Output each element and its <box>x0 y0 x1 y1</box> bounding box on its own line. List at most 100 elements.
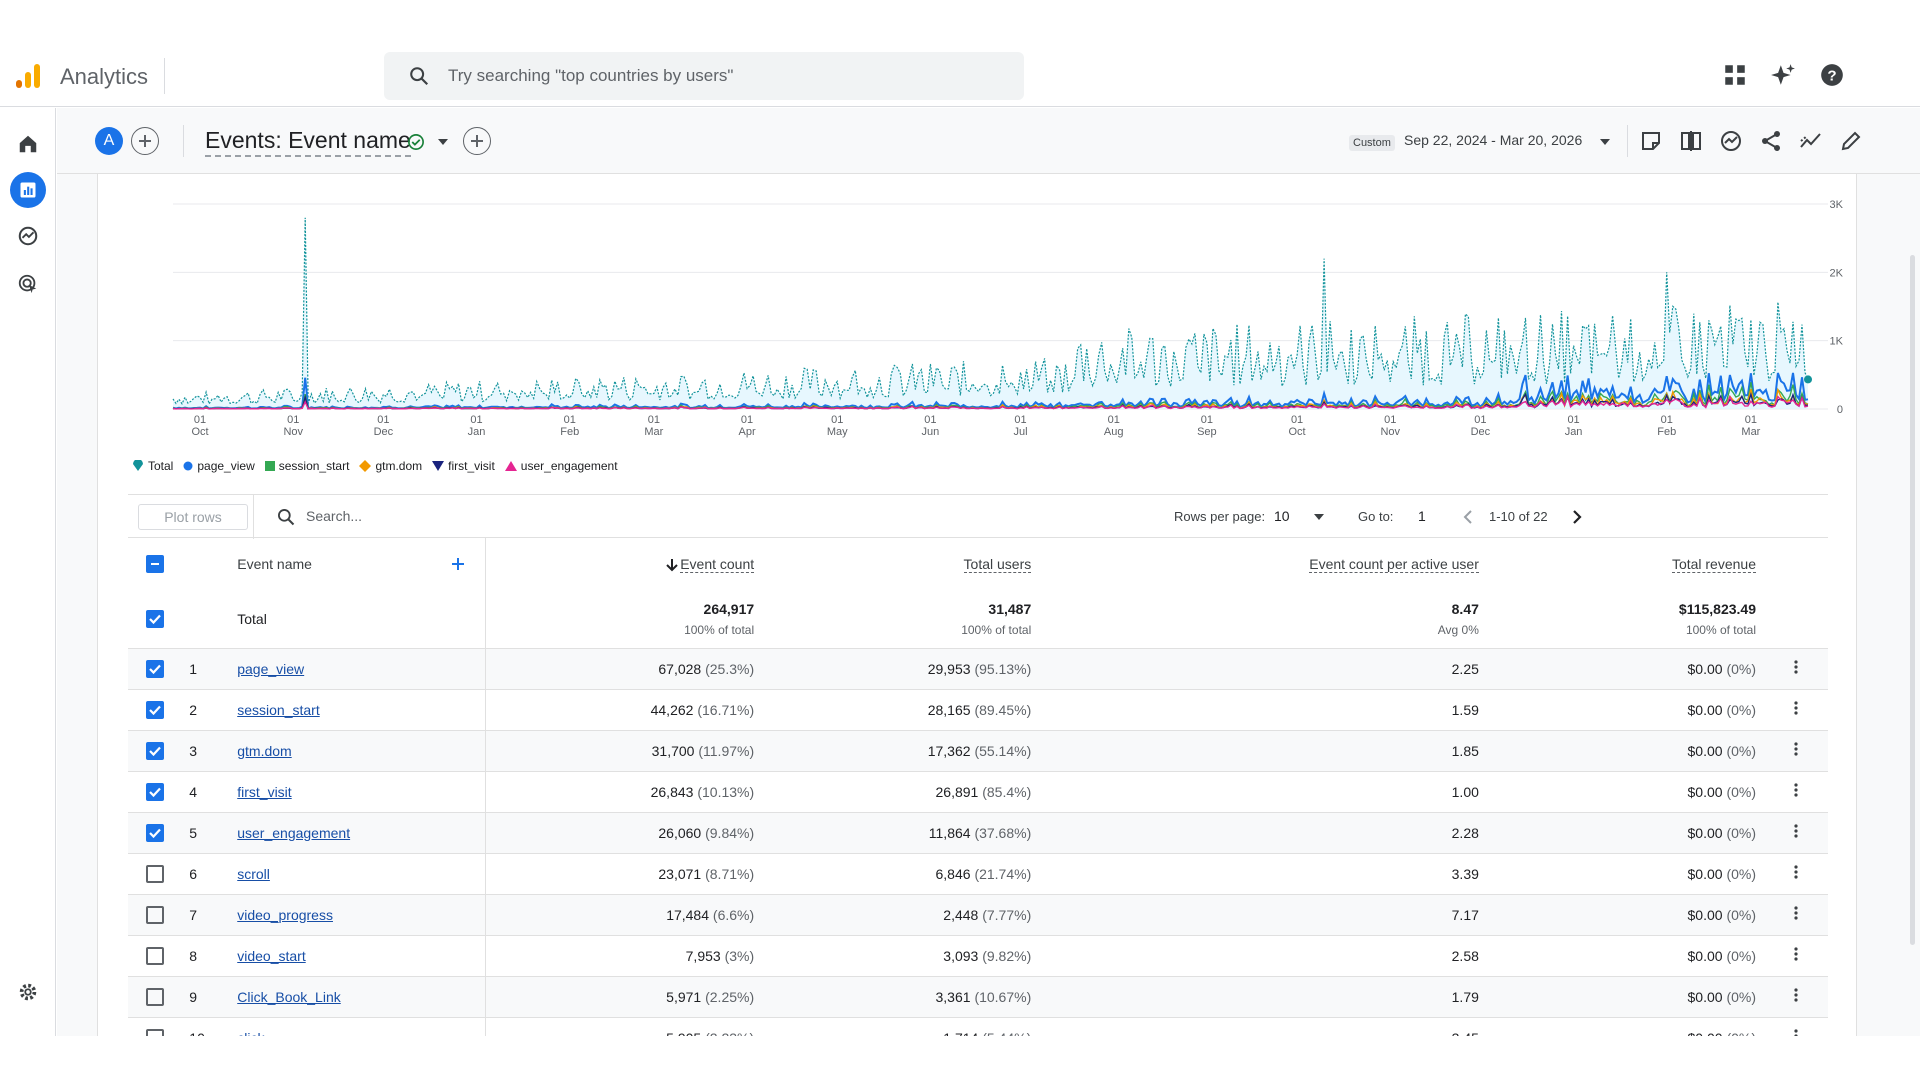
row-checkbox[interactable] <box>145 741 164 760</box>
check-circle-icon[interactable] <box>407 133 425 151</box>
row-number: 7 <box>181 894 230 936</box>
more-vert-icon[interactable] <box>1794 660 1798 674</box>
customize-report-icon[interactable] <box>1639 129 1663 153</box>
dropdown-caret-icon[interactable] <box>438 138 448 146</box>
apps-grid-icon[interactable] <box>1722 62 1748 88</box>
table-search-input[interactable]: Search... <box>306 508 363 524</box>
share-icon[interactable] <box>1759 129 1783 153</box>
row-number: 4 <box>181 771 230 813</box>
total-users-header[interactable]: Total users <box>762 538 1039 590</box>
table-row[interactable]: 8 video_start 7,953 (3%) 3,093 (9.82%) 2.58 $… <box>128 935 1828 977</box>
table-row[interactable]: 3 gtm.dom 31,700 (11.97%) 17,362 (55.14%) 1.… <box>128 730 1828 772</box>
select-all-checkbox[interactable] <box>145 555 164 574</box>
plot-rows-button[interactable]: Plot rows <box>138 504 248 530</box>
revenue-header[interactable]: Total revenue <box>1487 538 1764 590</box>
row-checkbox[interactable] <box>145 864 164 883</box>
x-tick-month: Jul <box>1014 426 1028 438</box>
event-name-link[interactable]: scroll <box>237 865 270 882</box>
insights-icon[interactable] <box>1719 129 1743 153</box>
nav-advertising[interactable] <box>12 268 44 300</box>
page-scrollbar[interactable] <box>1910 255 1915 945</box>
row-checkbox[interactable] <box>145 987 164 1006</box>
event-name-link[interactable]: video_start <box>237 947 306 964</box>
event-count-value: 67,028 <box>658 660 702 677</box>
total-event-count: 264,917 100% of total <box>485 590 763 649</box>
event-name-link[interactable]: page_view <box>237 660 305 677</box>
more-vert-icon[interactable] <box>1794 865 1798 879</box>
add-filter-button[interactable] <box>463 127 491 155</box>
row-checkbox[interactable] <box>145 700 164 719</box>
nav-explore[interactable] <box>12 220 44 252</box>
total-users-value: 29,953 <box>927 660 971 677</box>
nav-admin[interactable] <box>12 976 44 1008</box>
event-count-header[interactable]: Event count <box>485 538 762 590</box>
event-count-cell: 31,700 (11.97%) <box>485 730 763 772</box>
row-checkbox[interactable] <box>145 659 164 678</box>
event-name-link[interactable]: gtm.dom <box>237 742 292 759</box>
nav-reports[interactable] <box>10 172 46 208</box>
legend-item-total[interactable]: Total <box>132 459 173 473</box>
row-checkbox[interactable] <box>145 823 164 842</box>
checkmark-icon <box>148 746 161 756</box>
event-count-cell: 5,971 (2.25%) <box>485 976 763 1018</box>
event-name-link[interactable]: Click_Book_Link <box>237 988 341 1005</box>
report-title[interactable]: Events: Event name <box>205 127 411 157</box>
analytics-logo[interactable] <box>14 62 42 90</box>
more-vert-icon[interactable] <box>1794 988 1798 1002</box>
legend-item-session-start[interactable]: session_start <box>264 459 349 473</box>
more-vert-icon[interactable] <box>1794 783 1798 797</box>
date-dropdown-caret-icon[interactable] <box>1600 138 1610 146</box>
total-users-cell: 17,362 (55.14%) <box>762 730 1040 772</box>
trend-icon[interactable] <box>1799 129 1823 153</box>
actions-header <box>1764 538 1828 590</box>
compare-columns-icon[interactable] <box>1679 129 1703 153</box>
table-row[interactable]: 7 video_progress 17,484 (6.6%) 2,448 (7.77%… <box>128 894 1828 936</box>
table-row[interactable]: 6 scroll 23,071 (8.71%) 6,846 (21.74%) 3.39 $… <box>128 853 1828 895</box>
legend-item-page-view[interactable]: page_view <box>183 459 255 473</box>
per-user-header[interactable]: Event count per active user <box>1039 538 1487 590</box>
table-row[interactable]: 5 user_engagement 26,060 (9.84%) 11,864 (37… <box>128 812 1828 854</box>
more-vert-icon[interactable] <box>1794 742 1798 756</box>
event-name-link[interactable]: video_progress <box>237 906 333 923</box>
prev-page-icon[interactable] <box>1461 509 1475 525</box>
x-tick-day: 01 <box>831 414 843 426</box>
table-row[interactable]: 2 session_start 44,262 (16.71%) 28,165 (89.… <box>128 689 1828 731</box>
date-range-picker[interactable]: Sep 22, 2024 - Mar 20, 2026 <box>1404 132 1583 148</box>
event-name-link[interactable]: session_start <box>237 701 320 718</box>
edit-pencil-icon[interactable] <box>1839 129 1863 153</box>
total-checkbox[interactable] <box>145 609 164 628</box>
row-checkbox[interactable] <box>145 905 164 924</box>
legend-label: gtm.dom <box>375 459 423 473</box>
total-users-pct: (55.14%) <box>974 742 1032 759</box>
add-dimension-plus-icon[interactable] <box>451 557 465 571</box>
search-bar[interactable]: Try searching "top countries by users" <box>384 52 1024 100</box>
legend-item-first-visit[interactable]: first_visit <box>432 459 495 473</box>
row-menu-cell <box>1764 853 1828 895</box>
table-row[interactable]: 9 Click_Book_Link 5,971 (2.25%) 3,361 (10.6… <box>128 976 1828 1018</box>
x-tick-month: Nov <box>283 426 303 438</box>
comparison-avatar[interactable]: A <box>95 127 123 155</box>
nav-home[interactable] <box>12 128 44 160</box>
x-tick-day: 01 <box>1201 414 1213 426</box>
more-vert-icon[interactable] <box>1794 947 1798 961</box>
event-name-link[interactable]: user_engagement <box>237 824 351 841</box>
legend-item-user-engagement[interactable]: user_engagement <box>504 459 618 473</box>
row-checkbox[interactable] <box>145 946 164 965</box>
events-table: Event name Event count Total users Event… <box>128 538 1828 1059</box>
legend-item-gtm-dom[interactable]: gtm.dom <box>359 459 422 473</box>
goto-input[interactable]: 1 <box>1418 508 1426 524</box>
table-row[interactable]: 4 first_visit 26,843 (10.13%) 26,891 (85.4%… <box>128 771 1828 813</box>
add-comparison-button[interactable] <box>131 127 159 155</box>
next-page-icon[interactable] <box>1570 509 1584 525</box>
event-name-link[interactable]: first_visit <box>237 783 292 800</box>
help-icon[interactable]: ? <box>1819 62 1845 88</box>
sparkle-insights-icon[interactable] <box>1770 62 1796 88</box>
event-name-header-label[interactable]: Event name <box>237 556 312 572</box>
rows-per-page-select[interactable]: 10 <box>1274 508 1290 524</box>
more-vert-icon[interactable] <box>1794 906 1798 920</box>
more-vert-icon[interactable] <box>1794 824 1798 838</box>
more-vert-icon[interactable] <box>1794 701 1798 715</box>
rows-dropdown-caret-icon[interactable] <box>1314 513 1324 521</box>
row-checkbox[interactable] <box>145 782 164 801</box>
table-row[interactable]: 1 page_view 67,028 (25.3%) 29,953 (95.13%) 2… <box>128 648 1828 690</box>
